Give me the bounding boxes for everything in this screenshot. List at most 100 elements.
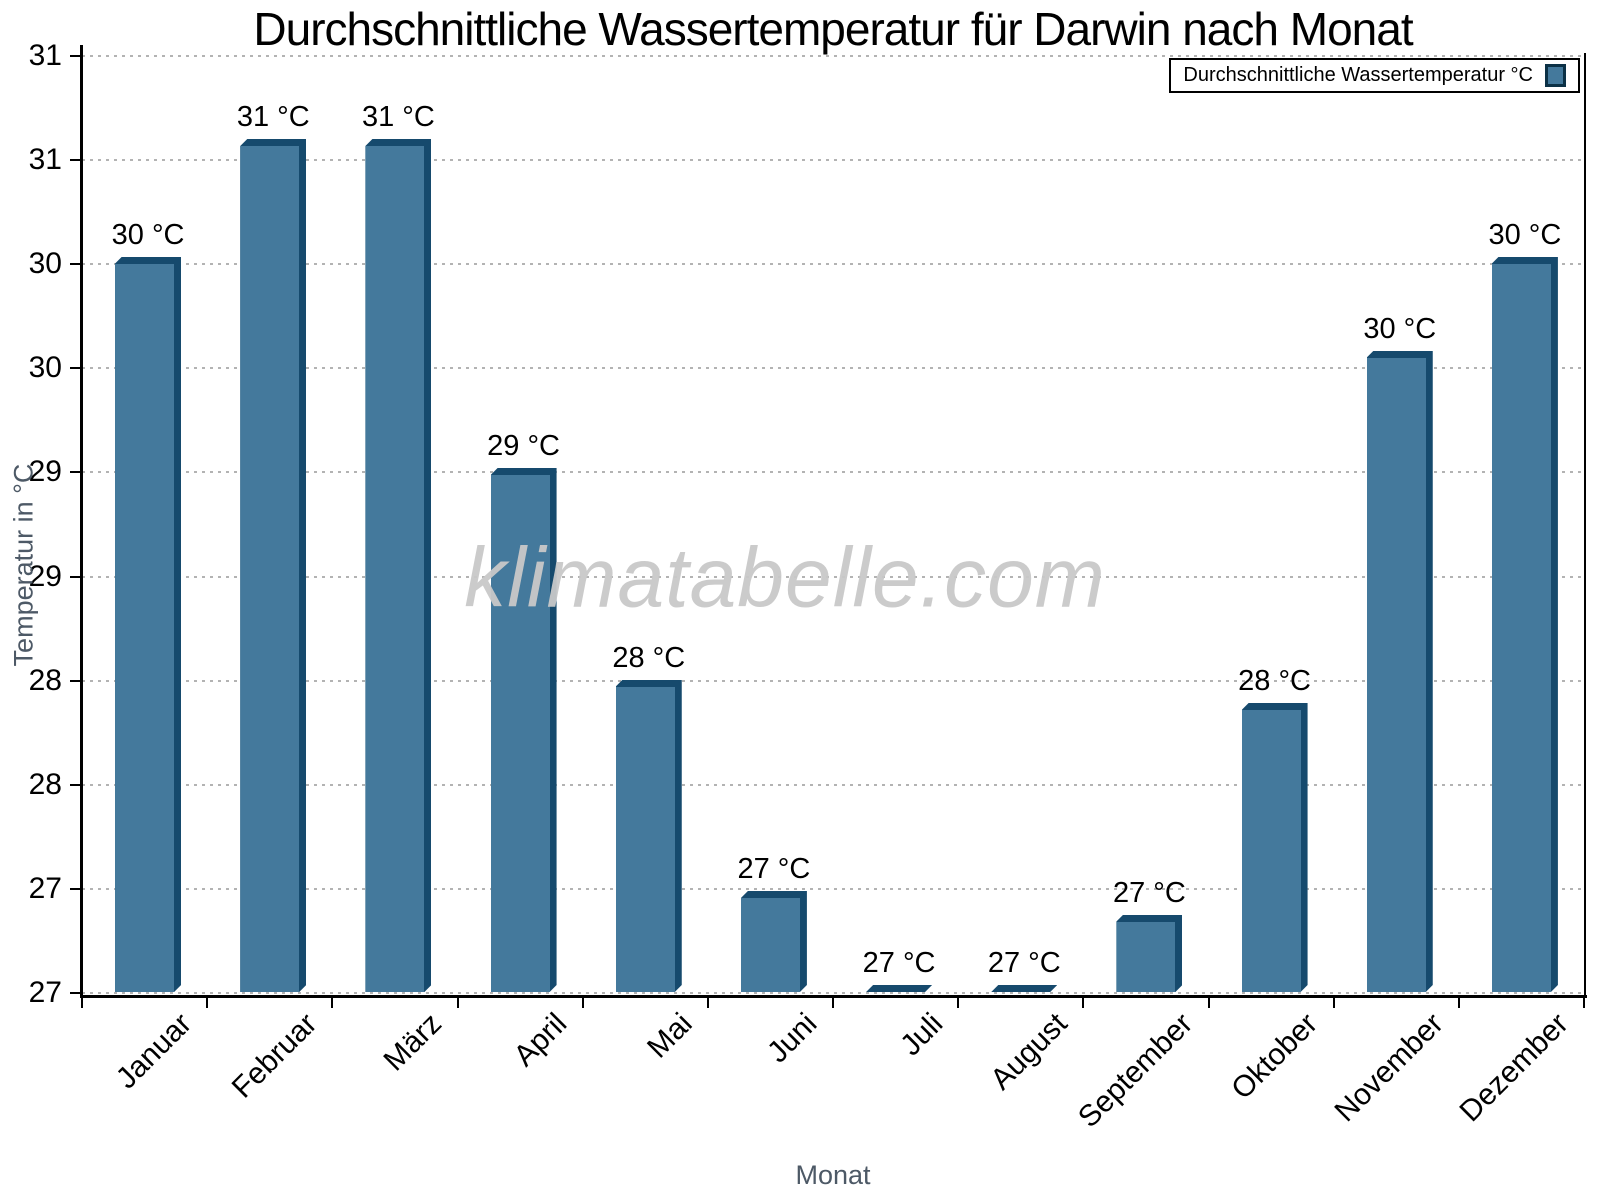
x-axis-tick	[581, 997, 584, 1008]
bar-face	[741, 898, 800, 992]
y-tick-label: 27	[28, 871, 62, 905]
bar-value-label: 30 °C	[1488, 218, 1562, 251]
x-tick-label-april: April	[507, 1007, 574, 1073]
legend-box: Durchschnittliche Wassertemperatur °C	[1169, 58, 1580, 93]
bar-face	[240, 146, 299, 992]
y-tick-label: 28	[28, 663, 62, 697]
x-tick-label-august: August	[984, 1007, 1075, 1097]
y-axis-title: Temperatur in °C	[8, 463, 39, 667]
bar-face	[1116, 922, 1175, 993]
gridline	[82, 887, 1584, 890]
y-axis-tick	[70, 263, 82, 266]
gridline	[82, 367, 1584, 370]
x-tick-label-september: September	[1072, 1007, 1200, 1135]
y-axis-line	[80, 45, 83, 998]
x-tick-label-november: November	[1328, 1007, 1450, 1129]
y-axis-tick	[70, 679, 82, 682]
y-axis-tick	[70, 575, 82, 578]
bar-face	[1492, 264, 1551, 993]
x-tick-label-juli: Juli	[893, 1007, 949, 1063]
bar-value-label: 31 °C	[236, 101, 310, 133]
chart-title: Durchschnittliche Wassertemperatur für D…	[253, 3, 1413, 55]
gridline	[82, 471, 1584, 474]
bar-juni	[741, 891, 807, 992]
x-axis-tick	[1457, 997, 1460, 1008]
x-axis-tick	[1082, 997, 1085, 1008]
y-tick-label: 31	[28, 143, 62, 177]
y-axis-tick	[70, 783, 82, 786]
x-tick-label-oktober: Oktober	[1225, 1007, 1325, 1106]
bar-märz	[365, 139, 431, 992]
bar-value-label: 28 °C	[1238, 665, 1312, 697]
bar-januar	[115, 257, 181, 993]
x-axis-tick	[1207, 997, 1210, 1008]
x-axis-title: Monat	[795, 1160, 871, 1190]
y-axis-tick	[70, 55, 82, 57]
bar-april	[491, 468, 557, 992]
plot-area: 31 31 30 30 29 29 28 28 27 27	[29, 39, 1585, 1009]
gridline	[82, 783, 1584, 786]
x-tick-label-mai: Mai	[641, 1007, 699, 1065]
x-axis-tick	[957, 997, 960, 1008]
bar-oktober	[1242, 703, 1308, 992]
bar-value-label: 27 °C	[987, 947, 1061, 979]
bar-face	[616, 687, 675, 993]
x-axis-tick	[206, 997, 209, 1008]
bar-face	[491, 475, 550, 992]
x-axis-tick	[706, 997, 709, 1008]
legend-label: Durchschnittliche Wassertemperatur °C	[1183, 64, 1533, 86]
y-tick-label: 29	[28, 455, 62, 489]
gridline	[82, 575, 1584, 578]
x-tick-label-februar: Februar	[225, 1007, 324, 1105]
bar-value-label: 29 °C	[487, 430, 561, 462]
x-axis-line	[80, 995, 1587, 998]
bar-mai	[616, 680, 682, 993]
y-tick-label: 30	[28, 247, 62, 281]
bar-value-label: 27 °C	[1112, 876, 1186, 909]
bar-value-label: 31 °C	[361, 101, 435, 133]
x-axis-tick	[331, 997, 334, 1008]
gridline	[82, 159, 1584, 162]
bar-dezember	[1492, 257, 1558, 993]
x-axis-tick	[832, 997, 834, 1008]
y-axis-tick	[70, 471, 82, 474]
bar-value-label: 28 °C	[612, 641, 686, 674]
y-tick-label: 30	[28, 351, 62, 385]
y-tick-label: 31	[28, 39, 62, 72]
watermark: klimatabelle.com	[464, 530, 1106, 625]
x-axis-tick	[81, 997, 83, 1008]
y-axis-tick	[70, 367, 82, 370]
bar-august	[991, 985, 1057, 992]
legend-marker-icon	[1545, 64, 1566, 87]
x-axis-tick	[456, 997, 459, 1008]
x-axis-tick	[1332, 997, 1335, 1008]
x-tick-label-märz: März	[377, 1007, 449, 1078]
y-axis-tick	[70, 992, 82, 994]
y-axis-tick	[70, 887, 82, 890]
gridline	[82, 55, 1584, 57]
y-tick-label: 29	[28, 559, 62, 593]
bar-face	[365, 146, 424, 992]
x-tick-label-dezember: Dezember	[1453, 1007, 1575, 1129]
plot-right-border	[1584, 53, 1586, 997]
y-axis-tick	[70, 159, 82, 162]
bar-juli	[866, 985, 932, 992]
bar-value-label: 30 °C	[1363, 312, 1437, 345]
bar-value-label: 27 °C	[862, 947, 936, 979]
bar-september	[1116, 915, 1182, 993]
bar-value-label: 27 °C	[737, 853, 811, 885]
bar-face	[1367, 358, 1426, 993]
bar-face	[115, 264, 174, 993]
bar-februar	[240, 139, 306, 992]
y-tick-label: 28	[28, 767, 62, 801]
y-tick-label: 27	[28, 976, 62, 1009]
x-tick-label-januar: Januar	[109, 1007, 198, 1096]
gridline	[82, 679, 1584, 682]
gridline	[82, 992, 1584, 994]
bar-face	[1242, 710, 1301, 992]
bar-november	[1367, 351, 1433, 993]
bar-value-label: 30 °C	[111, 218, 185, 251]
x-tick-label-juni: Juni	[761, 1007, 824, 1070]
x-axis-tick	[1583, 997, 1585, 1008]
